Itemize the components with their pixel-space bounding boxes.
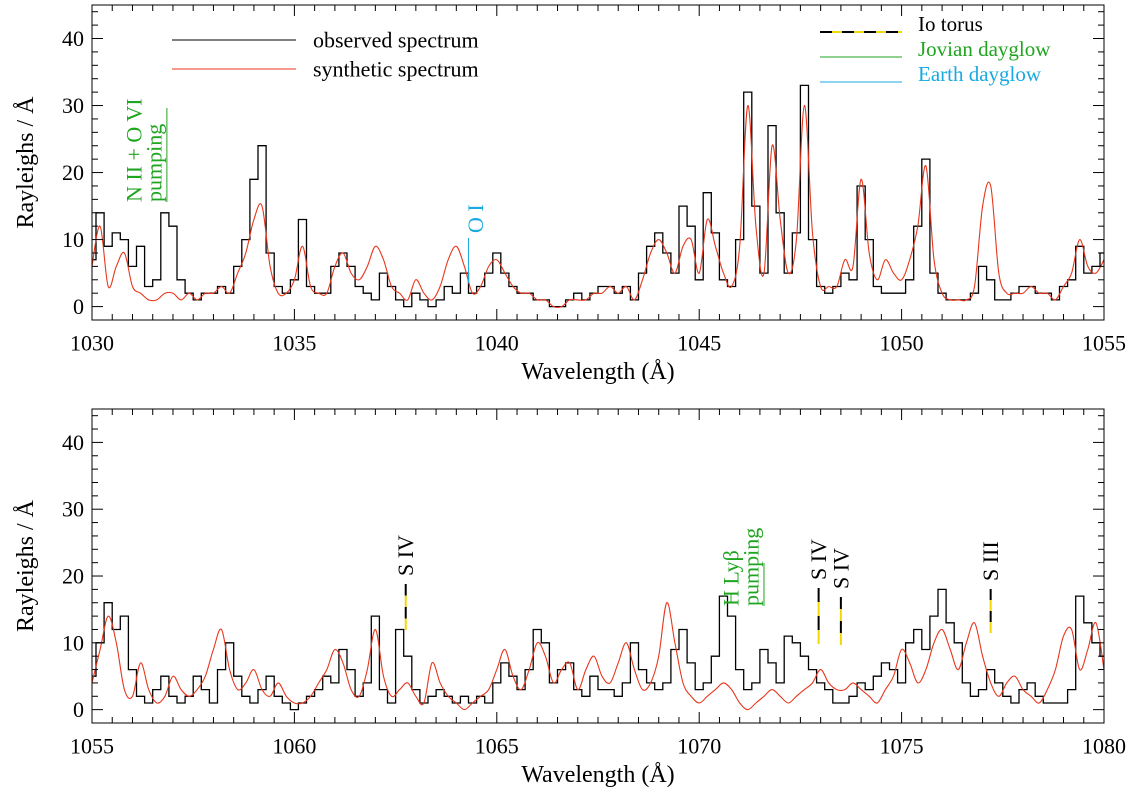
- x-tick-label: 1055: [70, 734, 114, 759]
- io-torus-label: S IV: [828, 548, 853, 589]
- y-tick-label: 30: [62, 497, 84, 522]
- legend-earth-label: Earth dayglow: [918, 62, 1042, 86]
- io-torus-label: S IV: [393, 535, 418, 576]
- y-tick-label: 40: [62, 430, 84, 455]
- x-tick-label: 1070: [677, 734, 721, 759]
- y-tick-label: 10: [62, 227, 84, 252]
- legend-observed-label: observed spectrum: [313, 28, 479, 53]
- x-tick-label: 1075: [880, 734, 924, 759]
- series-group: [92, 84, 1104, 308]
- synthetic-spectrum-line-top: [92, 104, 1104, 308]
- io-torus-label: S IV: [806, 539, 831, 580]
- x-tick-label: 1030: [70, 331, 114, 356]
- y-axis-label: Rayleighs / Å: [13, 499, 39, 632]
- svg-text:pumping: pumping: [738, 528, 763, 606]
- y-tick-label: 30: [62, 93, 84, 118]
- svg-text:N II + O VI: N II + O VI: [121, 98, 146, 202]
- panel-bottom: 0 10 20 30 40 1055 1060 1065 1070 1075 1080 Wavelen…: [13, 408, 1126, 788]
- observed-spectrum-line-bottom: [92, 588, 1104, 711]
- x-axis: 1030 1035 1040 1045 1050 1055: [70, 5, 1126, 356]
- x-tick-label: 1045: [677, 331, 721, 356]
- series-group: [92, 588, 1104, 711]
- y-tick-label: 10: [62, 630, 84, 655]
- legend: observed spectrum synthetic spectrum Io …: [172, 12, 1051, 86]
- x-tick-label: 1065: [475, 734, 519, 759]
- svg-text:H Lyβ: H Lyβ: [718, 550, 743, 606]
- y-tick-label: 20: [62, 160, 84, 185]
- synthetic-spectrum-line-bottom: [92, 602, 1104, 711]
- legend-io-torus-label: Io torus: [918, 12, 983, 36]
- x-axis: 1055 1060 1065 1070 1075 1080: [70, 409, 1126, 759]
- x-tick-label: 1080: [1082, 734, 1126, 759]
- earth-dayglow-label: O I: [463, 204, 488, 233]
- y-tick-label: 40: [62, 26, 84, 51]
- svg-text:pumping: pumping: [141, 124, 166, 202]
- x-tick-label: 1035: [272, 331, 316, 356]
- x-tick-label: 1040: [475, 331, 519, 356]
- y-tick-label: 0: [73, 294, 84, 319]
- panel-top: 0 10 20 30 40 1030 1035 1040 1045 1050 1055 Wavelen…: [13, 4, 1126, 385]
- x-axis-label: Wavelength (Å): [521, 359, 674, 385]
- x-tick-label: 1055: [1082, 331, 1126, 356]
- y-axis-label: Rayleighs / Å: [13, 96, 39, 229]
- y-tick-label: 20: [62, 564, 84, 589]
- legend-jovian-label: Jovian dayglow: [918, 37, 1051, 61]
- x-axis-label: Wavelength (Å): [521, 762, 674, 788]
- observed-spectrum-line-top: [92, 84, 1104, 308]
- io-torus-label: S III: [978, 541, 1003, 581]
- y-axis: 0 10 20 30 40: [62, 415, 1104, 722]
- y-axis: 0 10 20 30 40: [62, 11, 1104, 319]
- legend-synthetic-label: synthetic spectrum: [313, 57, 479, 82]
- x-tick-label: 1050: [880, 331, 924, 356]
- x-tick-label: 1060: [272, 734, 316, 759]
- y-tick-label: 0: [73, 697, 84, 722]
